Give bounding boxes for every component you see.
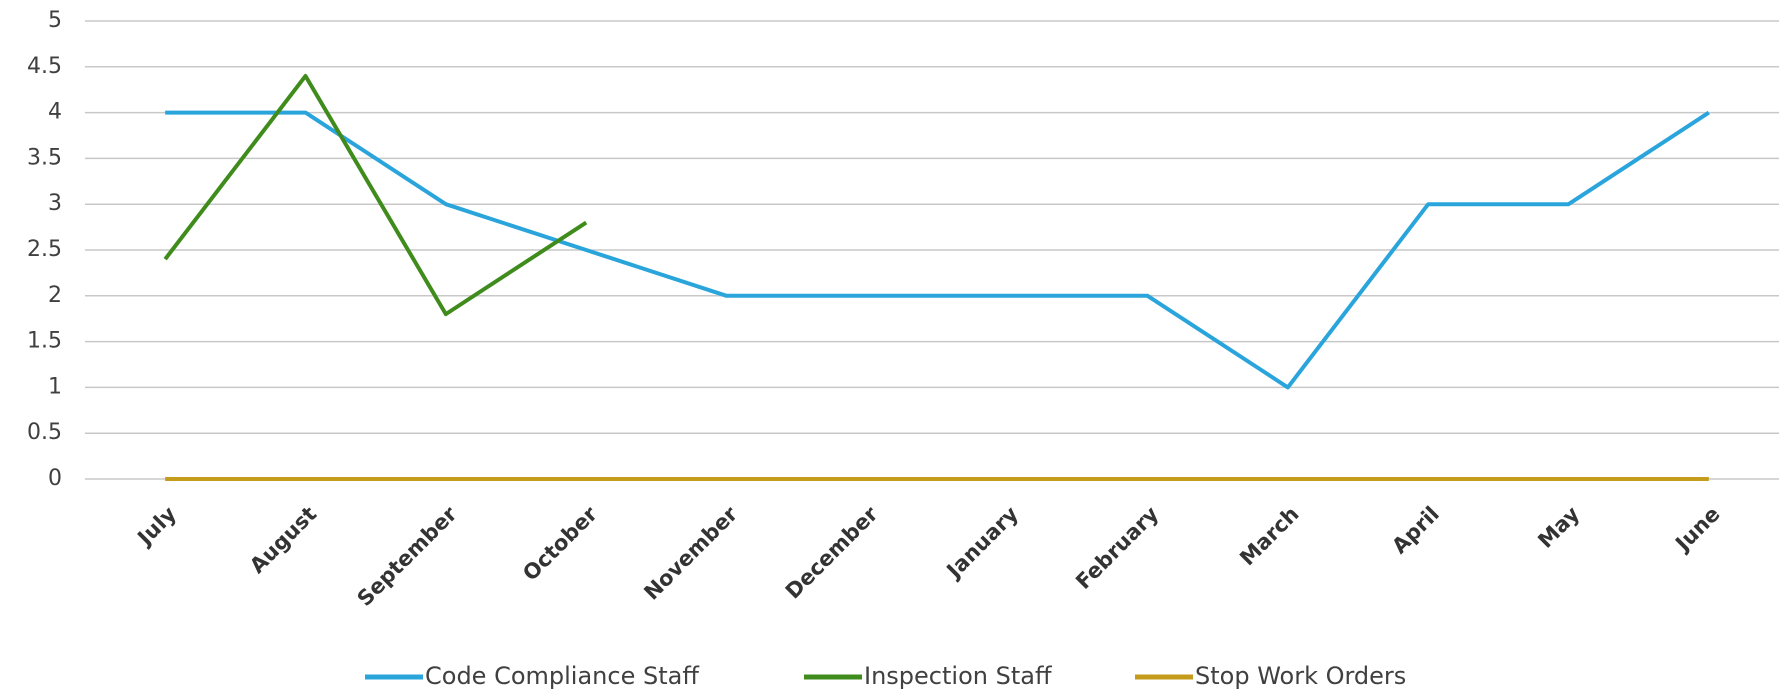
y-tick-label: 3.5 <box>27 145 62 170</box>
y-tick-label: 2.5 <box>27 237 62 262</box>
series-line <box>165 110 1710 390</box>
x-tick-label: March <box>1235 502 1303 570</box>
x-tick-label: October <box>518 501 602 585</box>
x-tick-label: September <box>353 501 462 610</box>
x-tick-label: February <box>1071 502 1163 594</box>
y-tick-label: 0.5 <box>27 420 62 445</box>
y-tick-label: 4 <box>48 100 62 125</box>
y-tick-label: 1 <box>48 374 62 399</box>
y-tick-label: 1.5 <box>27 329 62 354</box>
y-tick-label: 0 <box>48 466 62 491</box>
series-line <box>163 73 588 317</box>
legend-label: Stop Work Orders <box>1195 662 1406 690</box>
y-tick-label: 4.5 <box>27 54 62 79</box>
x-tick-label: November <box>639 501 742 604</box>
x-tick-label: June <box>1669 502 1724 557</box>
x-tick-label: January <box>941 502 1023 584</box>
y-tick-label: 2 <box>48 283 62 308</box>
x-tick-label: July <box>132 502 181 551</box>
x-tick-label: August <box>245 502 321 578</box>
legend-label: Code Compliance Staff <box>425 662 699 690</box>
x-tick-label: April <box>1387 502 1444 559</box>
x-tick-label: December <box>781 501 883 603</box>
x-tick-label: May <box>1533 502 1584 553</box>
y-tick-label: 5 <box>48 8 62 33</box>
y-tick-label: 3 <box>48 191 62 216</box>
legend-label: Inspection Staff <box>864 662 1052 690</box>
